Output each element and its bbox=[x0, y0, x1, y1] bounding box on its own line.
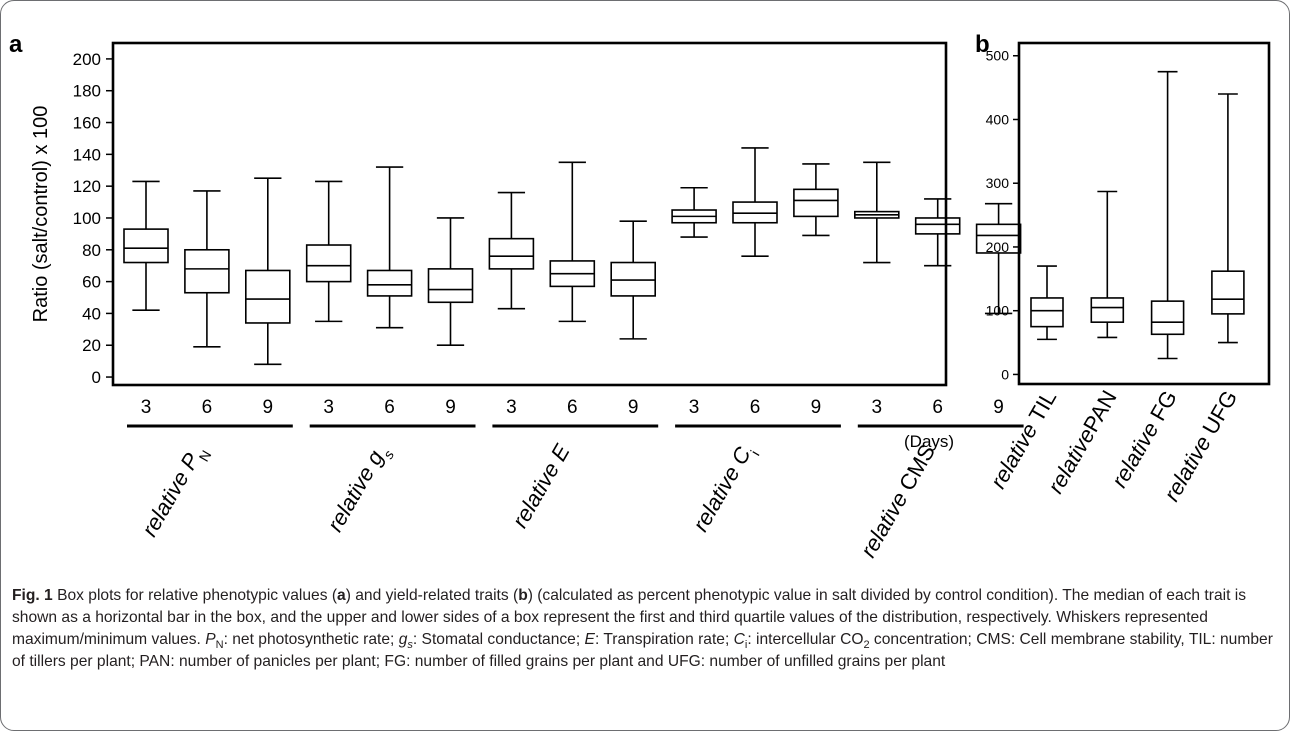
y-tick-label-b: 500 bbox=[986, 48, 1010, 64]
caption-text: concentration; CMS: Cell membrane stabil… bbox=[12, 631, 1273, 670]
y-tick-label-a: 200 bbox=[73, 50, 101, 69]
day-label: 9 bbox=[811, 397, 822, 418]
caption-text: 2 bbox=[863, 639, 870, 652]
day-label: 6 bbox=[384, 397, 395, 418]
day-label: 9 bbox=[445, 397, 456, 418]
caption-text: : Stomatal conductance; bbox=[412, 631, 585, 648]
days-unit-label: (Days) bbox=[904, 432, 954, 451]
y-tick-label-a: 140 bbox=[73, 145, 101, 164]
box-iqr bbox=[1090, 297, 1125, 323]
box-C-day3 bbox=[671, 186, 717, 238]
y-tick-label-a: 100 bbox=[73, 209, 101, 228]
box-E-day6 bbox=[549, 161, 596, 323]
box-PAN bbox=[1090, 190, 1125, 339]
group-label: relative CMS bbox=[855, 440, 940, 562]
panel-a-label: a bbox=[9, 31, 23, 58]
caption-text: s bbox=[407, 639, 413, 652]
group-label: relative gs bbox=[322, 440, 397, 539]
day-label: 3 bbox=[141, 397, 152, 418]
caption-fig-label: Fig. 1 bbox=[12, 587, 53, 604]
y-tick-label-b: 200 bbox=[986, 239, 1010, 255]
caption-text: : intercellular CO bbox=[747, 631, 864, 648]
y-tick-label-a: 40 bbox=[82, 304, 101, 323]
y-tick-label-b: 400 bbox=[986, 111, 1010, 127]
caption-text: Box plots for relative phenotypic values… bbox=[52, 587, 338, 604]
box-E-day3 bbox=[488, 191, 535, 310]
day-label: 9 bbox=[263, 397, 274, 418]
box-C-day9 bbox=[793, 163, 839, 237]
day-label: 9 bbox=[993, 397, 1004, 418]
y-tick-label-a: 60 bbox=[82, 273, 101, 292]
box-iqr bbox=[1211, 270, 1245, 315]
box-iqr bbox=[488, 237, 535, 270]
caption-text: E bbox=[584, 631, 595, 648]
box-UFG bbox=[1211, 93, 1245, 344]
box-TIL bbox=[1030, 265, 1064, 341]
panel-b-label: b bbox=[975, 31, 990, 58]
box-g-day3 bbox=[305, 180, 352, 323]
group-label: relative Ci bbox=[688, 440, 763, 539]
caption-text: : Transpiration rate; bbox=[594, 631, 734, 648]
group-label: relative E bbox=[507, 440, 575, 532]
box-iqr bbox=[1030, 297, 1064, 328]
caption-text: N bbox=[215, 639, 224, 652]
box-CMS-day9 bbox=[975, 202, 1022, 315]
y-axis-label-a: Ratio (salt/control) x 100 bbox=[30, 106, 52, 323]
group-label: relative PN bbox=[137, 440, 215, 544]
plot-frame-a bbox=[111, 41, 948, 387]
day-label: 3 bbox=[506, 397, 517, 418]
day-label: 6 bbox=[750, 397, 761, 418]
box-iqr bbox=[305, 244, 352, 283]
day-label: 3 bbox=[689, 397, 700, 418]
box-P-day9 bbox=[245, 177, 291, 366]
caption-text: P bbox=[205, 631, 216, 648]
box-iqr bbox=[793, 188, 839, 218]
y-tick-label-b: 300 bbox=[986, 175, 1010, 191]
box-P-day3 bbox=[123, 180, 169, 312]
y-tick-label-a: 120 bbox=[73, 177, 101, 196]
day-label: 3 bbox=[872, 397, 883, 418]
box-CMS-day3 bbox=[853, 161, 900, 264]
caption-text: b bbox=[518, 587, 528, 604]
box-iqr bbox=[245, 269, 291, 324]
day-label: 6 bbox=[202, 397, 213, 418]
box-P-day6 bbox=[184, 190, 230, 348]
box-iqr bbox=[1150, 300, 1185, 336]
box-iqr bbox=[427, 268, 474, 304]
plot-frame-b bbox=[1017, 41, 1271, 386]
box-E-day9 bbox=[610, 220, 657, 340]
box-FG bbox=[1150, 70, 1185, 360]
caption-text: g bbox=[398, 631, 408, 648]
box-g-day9 bbox=[427, 217, 474, 347]
caption-text: a bbox=[337, 587, 346, 604]
box-C-day6 bbox=[732, 147, 778, 257]
caption-text: : net photosynthetic rate; bbox=[223, 631, 399, 648]
y-tick-label-a: 80 bbox=[82, 241, 101, 260]
box-CMS-day6 bbox=[914, 198, 961, 267]
day-label: 6 bbox=[932, 397, 943, 418]
box-iqr bbox=[184, 248, 230, 294]
box-iqr bbox=[123, 228, 169, 264]
y-tick-label-a: 180 bbox=[73, 82, 101, 101]
y-tick-label-a: 20 bbox=[82, 336, 101, 355]
y-tick-label-b: 100 bbox=[986, 303, 1010, 319]
y-tick-label-b: 0 bbox=[1001, 366, 1009, 382]
box-iqr bbox=[366, 269, 413, 297]
caption-text: ) (calculated as percent phenotypic valu… bbox=[12, 587, 1247, 648]
y-tick-label-a: 160 bbox=[73, 114, 101, 133]
box-g-day6 bbox=[366, 166, 413, 329]
day-label: 9 bbox=[628, 397, 639, 418]
day-label: 3 bbox=[323, 397, 334, 418]
box-iqr bbox=[975, 223, 1022, 254]
caption-text: ) and yield-related traits ( bbox=[345, 587, 519, 604]
y-tick-label-a: 0 bbox=[92, 368, 101, 387]
caption-text: i bbox=[744, 639, 748, 652]
caption-text: C bbox=[733, 631, 745, 648]
box-iqr bbox=[914, 217, 961, 235]
day-label: 6 bbox=[567, 397, 578, 418]
figure-caption: Fig. 1 Box plots for relative phenotypic… bbox=[12, 585, 1280, 673]
